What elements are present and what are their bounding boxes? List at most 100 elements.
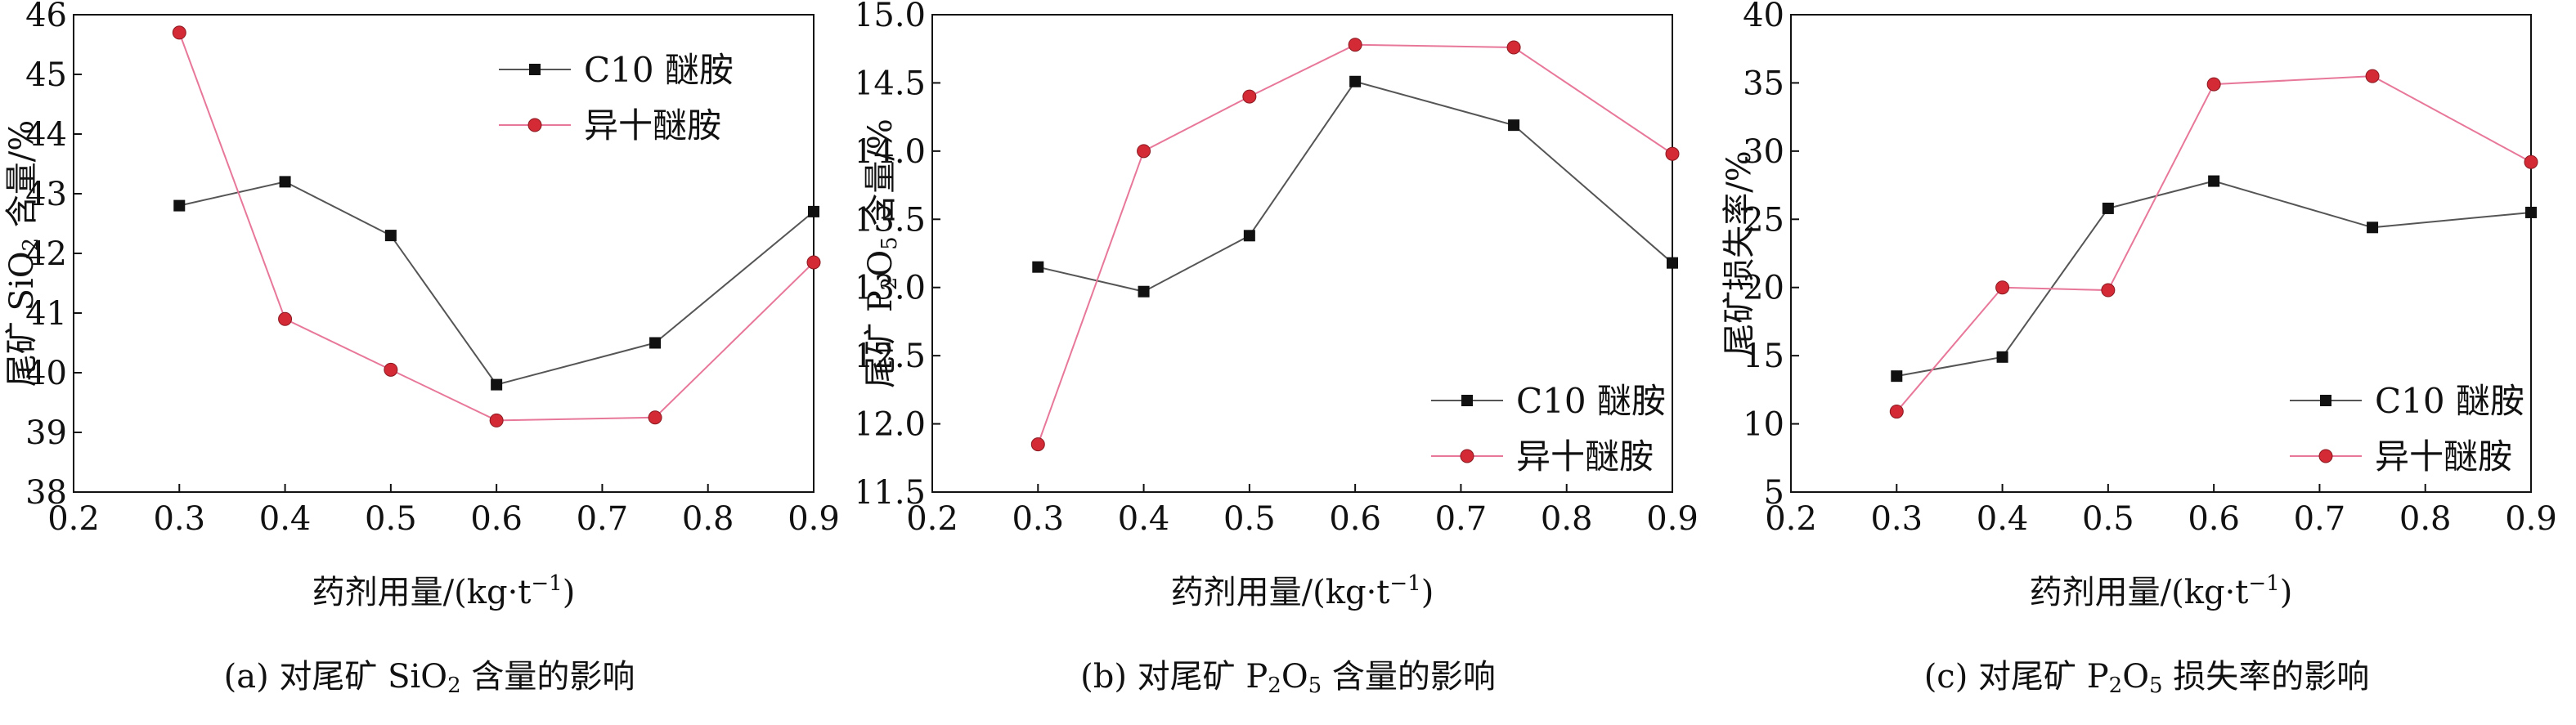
- chart-svg-b: 0.2 0.3 0.4 0.5 0.6 0.7 0.8 0.9 11.5 12.0 12.5 13.0…: [859, 0, 1699, 611]
- data-point: [1242, 89, 1257, 104]
- y-tick-label: 15: [1743, 338, 1784, 375]
- x-axis-label: 药剂用量/(kg·t−1): [312, 571, 576, 611]
- legend-marker: [1461, 395, 1473, 406]
- x-tick-label: 0.5: [365, 500, 417, 538]
- chart-svg-a: 0.2 0.3 0.4 0.5 0.6 0.7 0.8 0.9 38 39 40 41 42 43 44 45…: [3, 0, 840, 611]
- data-point: [2208, 175, 2220, 187]
- data-point: [1891, 370, 1903, 383]
- y-tick-label: 10: [1743, 406, 1784, 444]
- chart-svg-c: 0.2 0.3 0.4 0.5 0.6 0.7 0.8 0.9 5 10 15 20 25 30 35 40 药…: [1721, 0, 2557, 611]
- plot-frame: [931, 14, 1673, 493]
- data-point: [1032, 261, 1044, 273]
- y-tick-label: 13.0: [859, 270, 926, 307]
- x-tick-label: 0.5: [2082, 500, 2134, 538]
- series-line-0: [179, 181, 815, 386]
- data-point: [2206, 77, 2221, 92]
- x-tick-label: 0.6: [1329, 500, 1381, 538]
- x-tick-label: 0.9: [2505, 500, 2557, 538]
- data-point: [173, 199, 186, 212]
- data-point: [2524, 154, 2538, 169]
- plot-frame: [1790, 14, 2532, 493]
- data-point: [2101, 283, 2116, 298]
- legend-label: C10 醚胺: [1516, 381, 1666, 421]
- x-tick-label: 0.5: [1223, 500, 1276, 538]
- y-tick-label: 12.0: [859, 406, 926, 444]
- chart-panel-a: 0.2 0.3 0.4 0.5 0.6 0.7 0.8 0.9 38 39 40 41 42 43 44 45…: [0, 0, 859, 725]
- data-point: [2367, 222, 2379, 234]
- y-tick-label: 20: [1743, 270, 1784, 307]
- data-point: [2102, 202, 2114, 214]
- y-tick-label: 15.0: [859, 0, 926, 34]
- data-point: [1995, 280, 2010, 295]
- data-point: [1137, 144, 1151, 159]
- y-axis-label: 尾矿 SiO2 含量/%: [3, 120, 43, 387]
- x-tick-label: 0.3: [1012, 500, 1064, 538]
- legend-marker: [2318, 449, 2333, 463]
- x-tick-label: 0.7: [2294, 500, 2346, 538]
- series-line-1: [178, 32, 815, 422]
- series-line-0: [1038, 80, 1673, 293]
- data-point: [2365, 69, 2380, 83]
- legend-marker: [529, 64, 541, 75]
- x-tick-label: 0.3: [1870, 500, 1923, 538]
- y-tick-label: 40: [1743, 0, 1784, 34]
- x-tick-label: 0.9: [788, 500, 840, 538]
- data-point: [491, 378, 503, 391]
- legend-marker: [2320, 395, 2331, 406]
- data-point: [1667, 257, 1678, 269]
- x-tick-label: 0.8: [682, 500, 734, 538]
- data-point: [1506, 40, 1521, 55]
- chart-caption-c: (c) 对尾矿 P2O5 损失率的影响: [1923, 658, 2370, 698]
- y-tick-label: 39: [25, 414, 67, 452]
- data-point: [278, 311, 293, 326]
- data-point: [649, 337, 662, 349]
- x-tick-label: 0.6: [470, 500, 523, 538]
- y-tick-label: 40: [25, 355, 67, 392]
- y-tick-label: 12.5: [859, 338, 926, 375]
- chart-panel-c: 0.2 0.3 0.4 0.5 0.6 0.7 0.8 0.9 5 10 15 20 25 30 35 40 药…: [1717, 0, 2576, 725]
- y-tick-label: 13.5: [859, 201, 926, 239]
- series-line-1: [1037, 43, 1673, 445]
- x-tick-label: 0.8: [1541, 500, 1593, 538]
- data-point: [1665, 146, 1680, 161]
- data-point: [1349, 75, 1362, 87]
- legend-label: 异十醚胺: [1516, 436, 1654, 477]
- x-tick-label: 0.8: [2399, 500, 2452, 538]
- data-point: [384, 362, 398, 377]
- y-tick-label: 38: [25, 474, 67, 512]
- legend-label: C10 醚胺: [2375, 381, 2524, 421]
- y-tick-label: 30: [1743, 133, 1784, 171]
- y-tick-label: 46: [25, 0, 67, 34]
- legend-label: 异十醚胺: [584, 105, 721, 145]
- x-tick-label: 0.2: [1765, 500, 1817, 538]
- y-tick-label: 5: [1764, 474, 1784, 512]
- data-point: [1348, 38, 1362, 52]
- series-line-0: [1896, 180, 2532, 378]
- y-tick-label: 42: [25, 235, 67, 273]
- x-axis-label: 药剂用量/(kg·t−1): [2030, 571, 2293, 611]
- data-point: [489, 413, 504, 427]
- chart-caption-a: (a) 对尾矿 SiO2 含量的影响: [223, 658, 635, 698]
- y-tick-label: 41: [25, 295, 67, 333]
- data-point: [648, 410, 662, 425]
- y-axis-label: 尾矿损失率/%: [1721, 150, 1758, 356]
- data-point: [808, 205, 819, 217]
- x-tick-label: 0.7: [577, 500, 629, 538]
- x-tick-label: 0.4: [1977, 500, 2029, 538]
- data-point: [279, 176, 291, 188]
- legend-label: 异十醚胺: [2375, 436, 2512, 477]
- x-tick-label: 0.2: [906, 500, 958, 538]
- y-tick-label: 14.5: [859, 65, 926, 102]
- data-point: [1243, 230, 1255, 242]
- y-axis-label: 尾矿 P2O5 含量/%: [862, 119, 902, 388]
- x-tick-label: 0.4: [1118, 500, 1170, 538]
- y-tick-label: 35: [1743, 65, 1784, 102]
- data-point: [384, 230, 397, 242]
- chart-panel-b: 0.2 0.3 0.4 0.5 0.6 0.7 0.8 0.9 11.5 12.0 12.5 13.0…: [859, 0, 1717, 725]
- chart-caption-b: (b) 对尾矿 P2O5 含量的影响: [1080, 658, 1496, 698]
- data-point: [1138, 285, 1150, 298]
- legend-marker: [1460, 449, 1474, 463]
- data-point: [1508, 119, 1520, 132]
- legend-label: C10 醚胺: [584, 50, 734, 90]
- data-point: [1889, 405, 1904, 419]
